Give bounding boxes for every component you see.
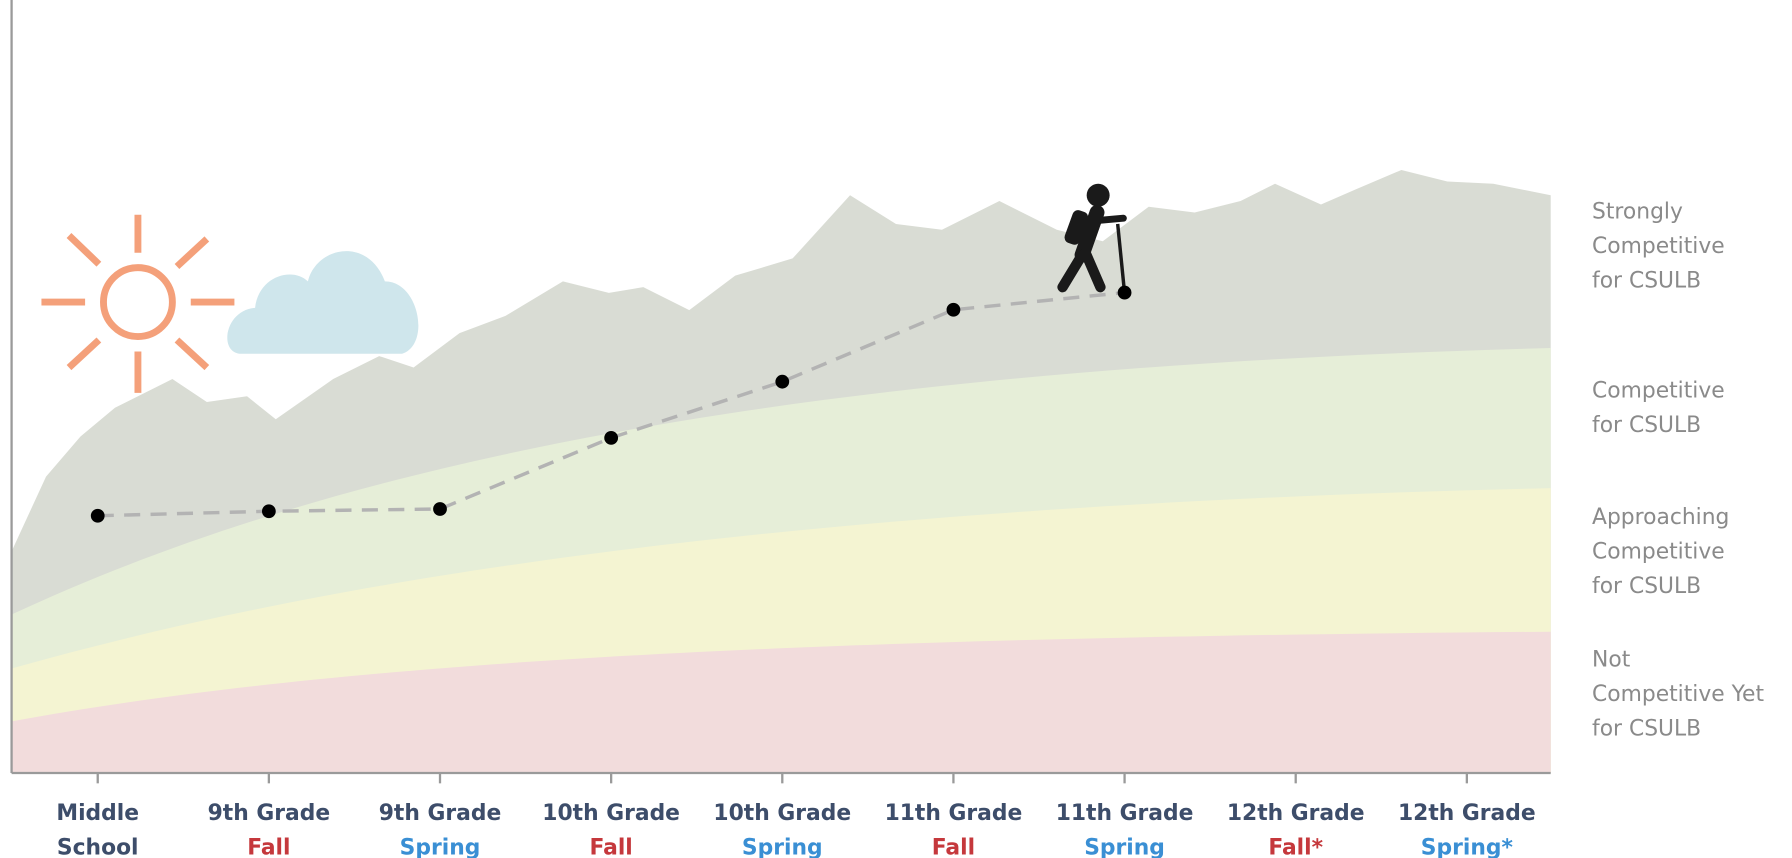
x-tick-label: 10th Grade	[542, 801, 680, 826]
data-point	[775, 374, 790, 389]
band	[11, 631, 1551, 774]
hiker	[1057, 183, 1127, 294]
x-tick-term: Fall*	[1268, 836, 1323, 858]
x-tick-label: 12th Grade	[1398, 801, 1536, 826]
x-tick-label: 9th Grade	[379, 801, 502, 826]
x-tick-term: Fall	[247, 836, 290, 858]
x-tick-label: 12th Grade	[1227, 801, 1365, 826]
band-label: Competitive Yet	[1592, 682, 1764, 707]
x-tick-term: Spring	[400, 836, 481, 858]
band-label: Competitive	[1592, 539, 1725, 564]
band-label: Competitive	[1592, 379, 1725, 404]
cloud	[227, 251, 419, 354]
data-point	[604, 430, 619, 445]
x-tick-label: Middle	[56, 801, 139, 826]
x-tick-label: 11th Grade	[885, 801, 1023, 826]
data-point	[946, 302, 961, 317]
x-tick-term: Spring	[742, 836, 823, 858]
band-label: Competitive	[1592, 234, 1725, 259]
band-label: for CSULB	[1592, 413, 1701, 438]
sun	[41, 214, 235, 393]
band-label: for CSULB	[1592, 716, 1701, 741]
band-label: for CSULB	[1592, 574, 1701, 599]
data-point	[261, 504, 276, 519]
x-tick-term: Fall	[590, 836, 633, 858]
data-point	[90, 508, 105, 523]
band-label: Not	[1592, 647, 1631, 672]
band-label: Strongly	[1592, 199, 1683, 224]
x-tick-label: 9th Grade	[208, 801, 331, 826]
x-tick-term: Fall	[932, 836, 975, 858]
data-point	[433, 502, 447, 516]
x-tick-term: School	[57, 836, 139, 858]
data-point	[1117, 285, 1132, 300]
band-areas	[11, 169, 1551, 774]
x-tick-term: Spring	[1084, 836, 1165, 858]
band-label: for CSULB	[1592, 268, 1701, 293]
x-tick-term: Spring*	[1421, 836, 1513, 858]
x-tick-label: 11th Grade	[1056, 801, 1194, 826]
band-label: Approaching	[1592, 505, 1729, 530]
x-tick-label: 10th Grade	[713, 801, 851, 826]
